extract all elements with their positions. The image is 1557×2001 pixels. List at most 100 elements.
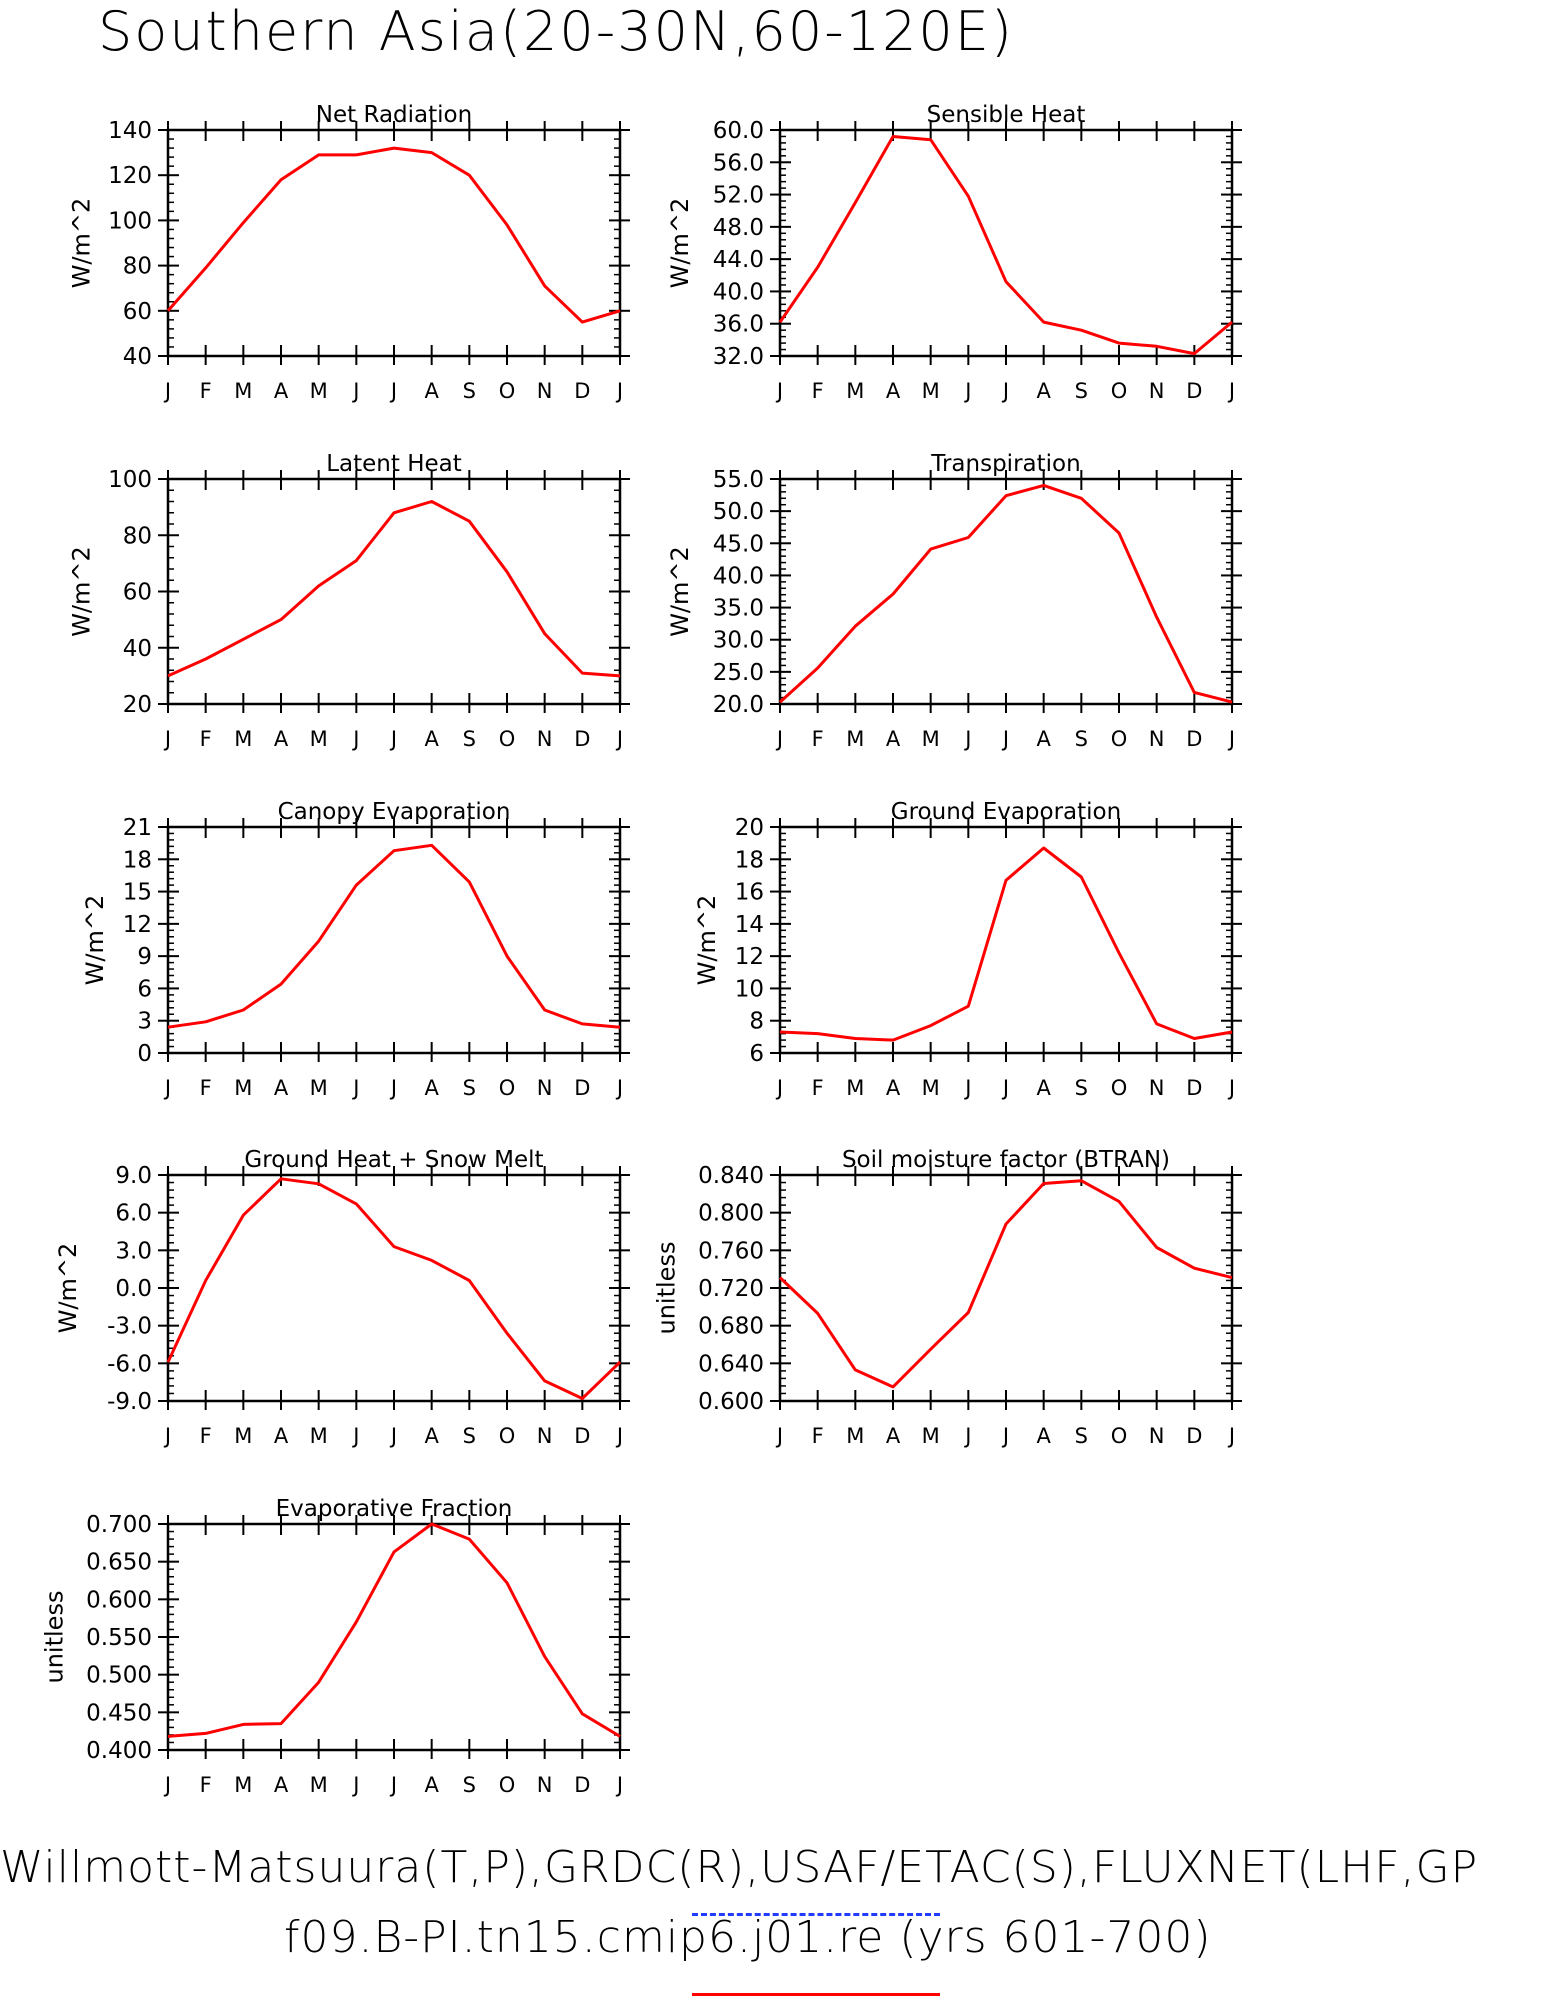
y-tick-label: 0.800	[698, 1201, 764, 1227]
x-tick-label: J	[963, 1076, 971, 1100]
y-tick-label: 55.0	[713, 467, 764, 493]
x-tick-label: D	[1186, 1076, 1202, 1100]
x-tick-label: A	[1036, 1424, 1051, 1448]
series-line	[167, 843, 621, 1029]
x-tick-label: O	[499, 1076, 516, 1100]
x-tick-label: J	[389, 1076, 397, 1100]
x-tick-label: S	[1075, 379, 1088, 403]
plot-frame	[778, 477, 1234, 706]
series-line	[778, 1179, 1233, 1389]
x-tick-label: J	[963, 1424, 971, 1448]
x-tick-label: J	[615, 1424, 623, 1448]
x-tick-label: A	[886, 1076, 901, 1100]
x-tick-label: S	[1075, 1424, 1088, 1448]
x-tick-label: A	[274, 1424, 289, 1448]
x-tick-label: J	[1227, 1076, 1235, 1100]
y-tick-label: 40	[123, 636, 152, 662]
y-tick-label: 15	[123, 880, 152, 906]
x-tick-label: J	[351, 1424, 359, 1448]
y-tick-label: 18	[123, 847, 152, 873]
x-tick-label: J	[389, 379, 397, 403]
x-tick-label: N	[1149, 727, 1165, 751]
x-tick-label: J	[163, 1076, 171, 1100]
y-tick-label: 0.450	[86, 1700, 152, 1726]
panel-title: Ground Evaporation	[891, 799, 1121, 825]
x-tick-label: J	[615, 379, 623, 403]
panel-9: J F M A M J J A S O N D J0.4000.4500.5000.5500.6000.…	[41, 1496, 630, 1797]
plot-frame	[166, 128, 622, 358]
x-tick-label: J	[351, 727, 359, 751]
y-tick-label: 60	[123, 299, 152, 325]
x-tick-label: A	[1036, 379, 1051, 403]
x-tick-label: D	[1186, 727, 1202, 751]
y-tick-label: 0.700	[86, 1512, 152, 1538]
panel-7: J F M A M J J A S O N D J-9.0-6.0-3.00.03.06.09.0W/m…	[54, 1147, 630, 1448]
y-tick-label: 60.0	[713, 118, 764, 144]
y-tick-label: 12	[123, 912, 152, 938]
x-tick-label: J	[615, 1773, 623, 1797]
x-tick-label: J	[1001, 1424, 1009, 1448]
y-tick-label: 20	[735, 815, 764, 841]
plot-frame	[166, 825, 622, 1055]
y-tick-label: 0	[137, 1041, 152, 1067]
x-tick-label: J	[351, 379, 359, 403]
x-tick-label: N	[1149, 379, 1165, 403]
y-tick-label: 12	[735, 944, 764, 970]
x-tick-label: S	[463, 1076, 476, 1100]
y-tick-label: 20	[123, 692, 152, 718]
x-tick-label: D	[1186, 379, 1202, 403]
x-tick-label: J	[775, 1424, 783, 1448]
y-tick-label: 60	[123, 580, 152, 606]
y-axis-label: W/m^2	[666, 198, 694, 289]
series-line	[166, 146, 621, 324]
panel-4: J F M A M J J A S O N D J20.025.030.035.040.045.050.…	[666, 451, 1242, 751]
series-line	[166, 1177, 622, 1400]
panel-2: J F M A M J J A S O N D J32.036.040.044.048.052.056.…	[666, 102, 1242, 403]
x-tick-label: N	[1149, 1424, 1165, 1448]
y-tick-label: 35.0	[713, 596, 764, 622]
x-tick-label: S	[1075, 1076, 1088, 1100]
y-tick-label: 0.760	[698, 1238, 764, 1264]
x-tick-label: O	[499, 1773, 516, 1797]
x-tick-label: N	[537, 1424, 553, 1448]
x-tick-label: M	[234, 1076, 252, 1100]
case-line-key	[692, 1993, 940, 1996]
x-tick-label: A	[424, 1424, 439, 1448]
y-tick-label: 0.640	[698, 1351, 764, 1377]
x-tick-label: F	[200, 727, 212, 751]
series-line	[779, 846, 1233, 1042]
x-tick-label: J	[389, 1773, 397, 1797]
x-tick-label: F	[200, 1773, 212, 1797]
y-tick-label: 0.650	[86, 1550, 152, 1576]
x-tick-label: J	[1001, 727, 1009, 751]
x-tick-label: M	[846, 727, 864, 751]
y-tick-label: 44.0	[713, 247, 764, 273]
y-tick-label: 10	[735, 976, 764, 1002]
x-tick-label: M	[234, 1773, 252, 1797]
y-tick-label: 21	[123, 815, 152, 841]
y-tick-label: 45.0	[713, 531, 764, 557]
y-tick-label: 6.0	[115, 1201, 152, 1227]
x-tick-label: J	[163, 1773, 171, 1797]
x-tick-label: D	[574, 379, 590, 403]
y-tick-label: 6	[749, 1041, 764, 1067]
panel-title: Soil moisture factor (BTRAN)	[842, 1147, 1170, 1173]
x-tick-label: O	[499, 727, 516, 751]
y-axis-label: unitless	[41, 1591, 69, 1684]
x-tick-label: A	[424, 1076, 439, 1100]
x-tick-label: S	[463, 1773, 476, 1797]
reference-line-key	[692, 1913, 940, 1916]
x-tick-label: O	[1111, 1076, 1128, 1100]
x-tick-label: J	[163, 379, 171, 403]
x-tick-label: F	[812, 1424, 824, 1448]
x-tick-label: D	[574, 1424, 590, 1448]
x-tick-label: J	[775, 379, 783, 403]
y-tick-label: 14	[735, 912, 764, 938]
x-tick-label: M	[234, 379, 252, 403]
x-tick-label: M	[846, 1076, 864, 1100]
x-tick-label: N	[537, 1773, 553, 1797]
y-tick-label: -3.0	[107, 1314, 152, 1340]
